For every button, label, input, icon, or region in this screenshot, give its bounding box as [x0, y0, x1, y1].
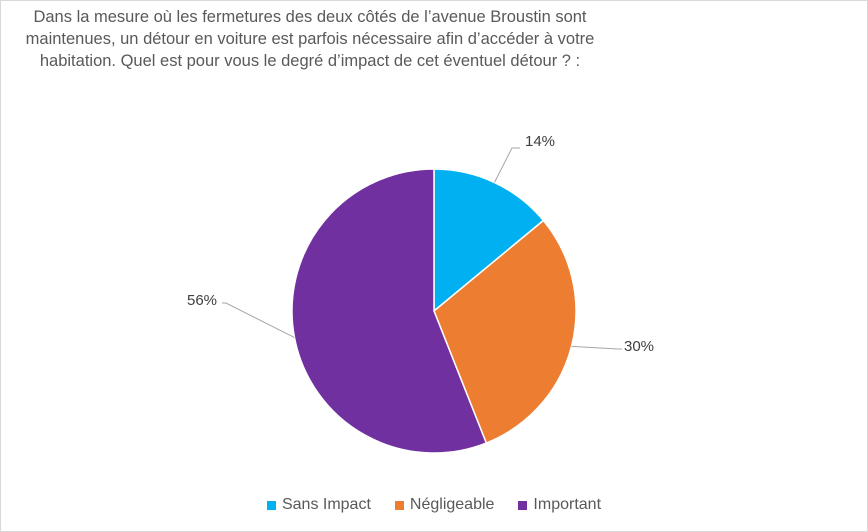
title-line-2: maintenues, un détour en voiture est par…: [25, 30, 595, 48]
legend-swatch: [266, 500, 276, 510]
data-label-sans-impact: 14%: [525, 133, 555, 150]
legend-swatch: [518, 500, 528, 510]
title-line-1: Dans la mesure où les fermetures des deu…: [33, 8, 587, 26]
legend-item-important: Important: [518, 496, 601, 514]
legend: Sans Impact Négligeable Important: [0, 496, 868, 514]
pie-slice-negligeable: [433, 219, 577, 445]
legend-label: Négligeable: [409, 496, 495, 513]
data-label-important: 56%: [187, 292, 217, 309]
pie-slice-sans-impact: [433, 168, 545, 313]
title-line-3: habitation. Quel est pour vous le degré …: [39, 52, 581, 70]
leader-line-negligeable: [571, 345, 622, 350]
legend-item-negligeable: Négligeable: [394, 496, 495, 514]
legend-swatch: [394, 500, 404, 510]
leader-line-important: [222, 302, 295, 339]
legend-item-sans-impact: Sans Impact: [266, 496, 371, 514]
legend-label: Sans Impact: [281, 496, 371, 513]
leader-line-sans-impact: [494, 147, 520, 183]
data-label-negligeable: 30%: [624, 338, 654, 355]
pie-slice-important: [291, 168, 488, 454]
chart-title: Dans la mesure où les fermetures des deu…: [0, 6, 620, 72]
legend-label: Important: [533, 496, 602, 513]
